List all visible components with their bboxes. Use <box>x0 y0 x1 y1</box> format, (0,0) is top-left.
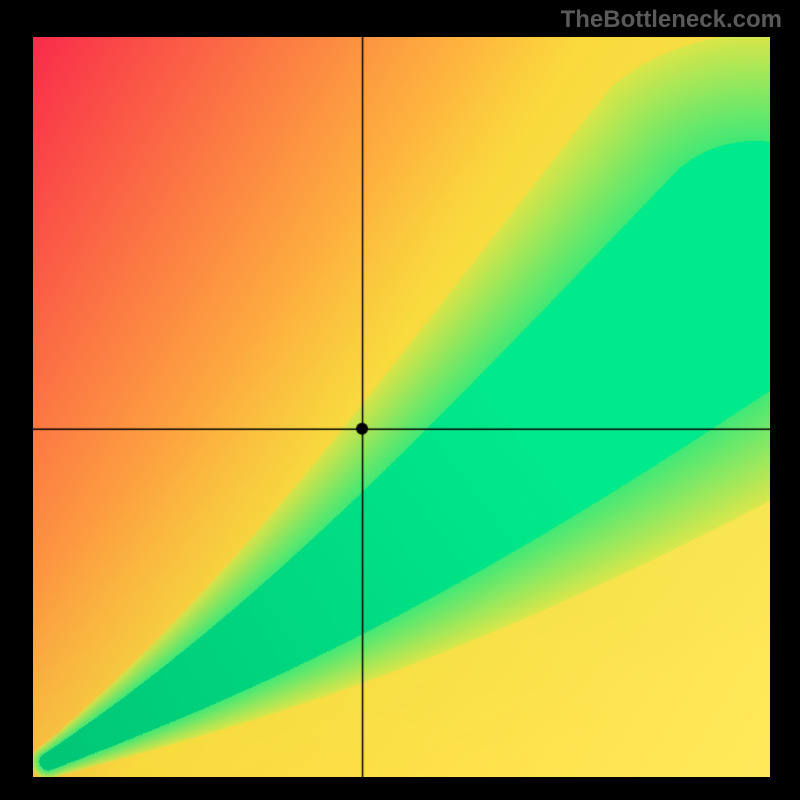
watermark-text: TheBottleneck.com <box>561 6 782 34</box>
chart-container: TheBottleneck.com <box>0 0 800 800</box>
heatmap-canvas <box>33 37 770 777</box>
